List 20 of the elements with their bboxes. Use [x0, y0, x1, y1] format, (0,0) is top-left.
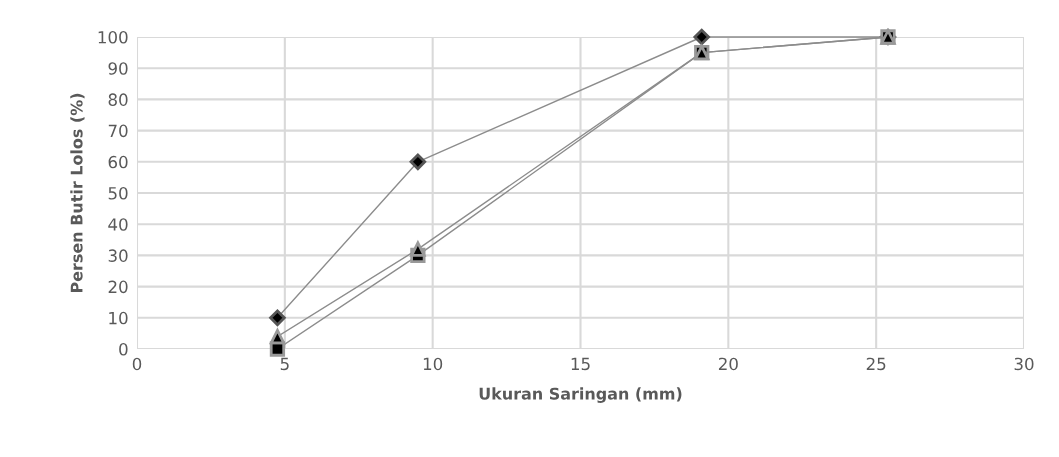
y-tick-label: 60	[108, 155, 128, 169]
x-tick-label: 10	[423, 357, 443, 371]
x-tick-label: 5	[280, 357, 289, 371]
y-tick-label: 50	[108, 186, 128, 200]
x-tick-label: 15	[571, 357, 590, 371]
y-tick-label: 30	[108, 249, 128, 262]
x-tick-label: 25	[866, 357, 886, 371]
y-tick-label: 40	[108, 218, 128, 231]
x-tick-label: 0	[132, 357, 142, 371]
y-tick-label: 20	[108, 280, 128, 294]
x-tick-label: 20	[718, 357, 738, 371]
y-tick-label: 90	[108, 62, 128, 75]
x-axis-title: Ukuran Saringan (mm)	[479, 387, 682, 403]
x-tick-label: 30	[1014, 357, 1034, 371]
y-tick-label: 80	[108, 93, 128, 106]
y-tick-label: 100	[98, 30, 128, 44]
y-tick-label: 70	[108, 124, 128, 138]
y-tick-label: 10	[109, 311, 128, 325]
y-axis-title: Persen Butir Lolos (%)	[70, 93, 85, 293]
y-tick-label: 0	[119, 342, 128, 356]
